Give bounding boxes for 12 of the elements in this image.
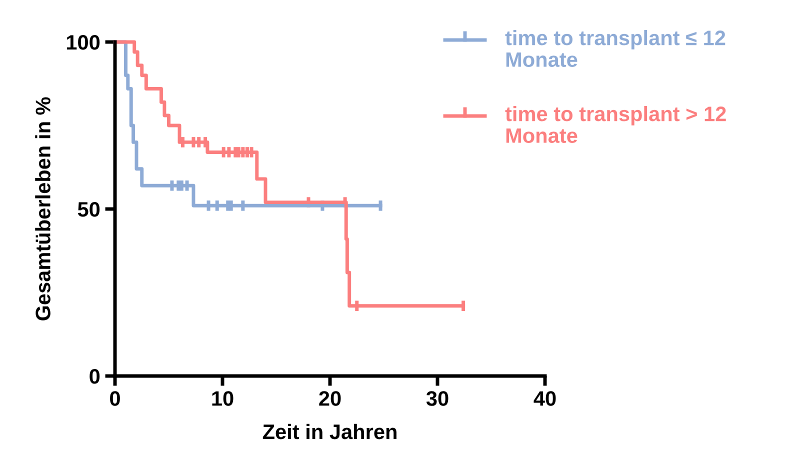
y-tick-label: 50 [78,202,100,217]
y-tick-label: 0 [90,369,100,384]
x-tick-label: 40 [534,391,556,406]
x-tick-label: 30 [426,391,448,406]
x-tick-label: 20 [319,391,341,406]
y-tick-label: 100 [66,35,100,50]
x-axis-title: Zeit in Jahren [262,424,396,440]
x-tick-label: 0 [110,391,120,406]
x-tick-label: 10 [212,391,234,406]
y-axis-title: Gesamtüberleben in % [35,97,50,320]
legend-label: time to transplant > 12 Monate [505,106,726,143]
legend-label: time to transplant ≤ 12 Monate [505,30,726,67]
